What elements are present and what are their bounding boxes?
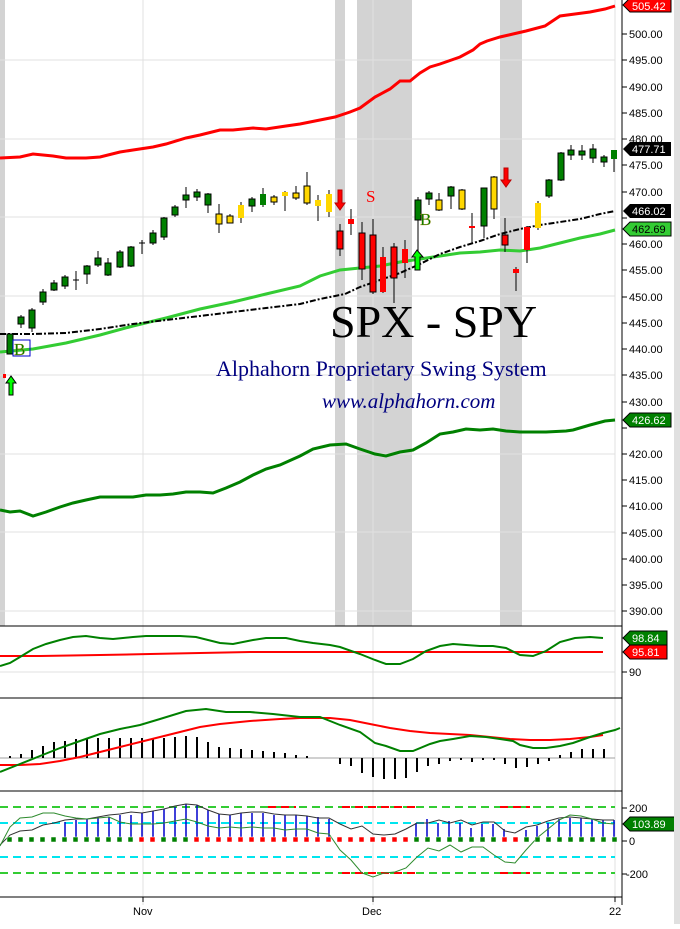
panel-2-oscillator: 90 98.84 95.81: [0, 630, 668, 679]
chart-title: SPX - SPY: [330, 296, 537, 347]
upper-band-line: [0, 4, 616, 160]
grid-lines: [0, 0, 616, 905]
svg-text:430.00: 430.00: [629, 397, 663, 409]
svg-text:490.00: 490.00: [629, 82, 663, 94]
lower-band-line: [0, 418, 616, 518]
svg-text:466.02: 466.02: [632, 206, 666, 218]
svg-text:400.00: 400.00: [629, 554, 663, 566]
svg-text:-200: -200: [626, 869, 648, 881]
buy-arrow-icon-2: [411, 249, 425, 271]
svg-text:415.00: 415.00: [629, 475, 663, 487]
x-axis: Nov Dec 22: [133, 897, 621, 918]
svg-text:462.69: 462.69: [632, 224, 666, 236]
svg-text:495.00: 495.00: [629, 55, 663, 67]
sell-arrow-icon-2: [500, 167, 512, 188]
signal-markers: B S B: [3, 167, 512, 396]
svg-text:405.00: 405.00: [629, 528, 663, 540]
x-label-22: 22: [609, 906, 621, 918]
svg-text:470.00: 470.00: [629, 187, 663, 199]
sell-arrow-icon: [334, 189, 346, 211]
svg-text:410.00: 410.00: [629, 501, 663, 513]
svg-text:485.00: 485.00: [629, 108, 663, 120]
svg-text:460.00: 460.00: [629, 239, 663, 251]
svg-text:90: 90: [629, 667, 641, 679]
chart-subtitle: Alphahorn Proprietary Swing System: [216, 356, 547, 381]
x-label-dec: Dec: [362, 906, 382, 918]
svg-text:450.00: 450.00: [629, 292, 663, 304]
svg-text:95.81: 95.81: [632, 647, 660, 659]
buy-signal-box: [12, 339, 31, 357]
svg-text:390.00: 390.00: [629, 606, 663, 618]
svg-text:200: 200: [629, 803, 647, 815]
svg-text:477.71: 477.71: [632, 144, 666, 156]
svg-text:0: 0: [629, 836, 635, 848]
svg-text:455.00: 455.00: [629, 265, 663, 277]
svg-text:426.62: 426.62: [632, 415, 666, 427]
panel-4-cci: 200 0 -200 103.89: [0, 803, 676, 881]
signal-squares: [6, 836, 618, 843]
chart-url: www.alphahorn.com: [322, 389, 495, 413]
svg-text:440.00: 440.00: [629, 344, 663, 356]
buy-signal-label-1: B: [14, 340, 25, 359]
svg-text:98.84: 98.84: [632, 633, 660, 645]
svg-text:505.42: 505.42: [632, 1, 666, 13]
sell-signal-label: S: [366, 187, 375, 206]
x-label-nov: Nov: [133, 906, 153, 918]
svg-text:435.00: 435.00: [629, 370, 663, 382]
svg-text:445.00: 445.00: [629, 318, 663, 330]
y-axis: 500.00 495.00 490.00 485.00 480.00 475.0…: [622, 29, 663, 618]
panel-3-histogram: [0, 707, 621, 779]
svg-text:103.89: 103.89: [632, 819, 666, 831]
svg-text:500.00: 500.00: [629, 29, 663, 41]
buy-signal-label-2: B: [420, 210, 431, 229]
value-tags: 505.42 477.71 466.02 462.69 426.62: [622, 0, 672, 428]
svg-text:475.00: 475.00: [629, 160, 663, 172]
buy-arrow-icon: [5, 375, 17, 396]
svg-text:395.00: 395.00: [629, 580, 663, 592]
svg-text:420.00: 420.00: [629, 449, 663, 461]
vertical-scrollbar[interactable]: [674, 0, 680, 924]
candlesticks: [6, 144, 617, 355]
